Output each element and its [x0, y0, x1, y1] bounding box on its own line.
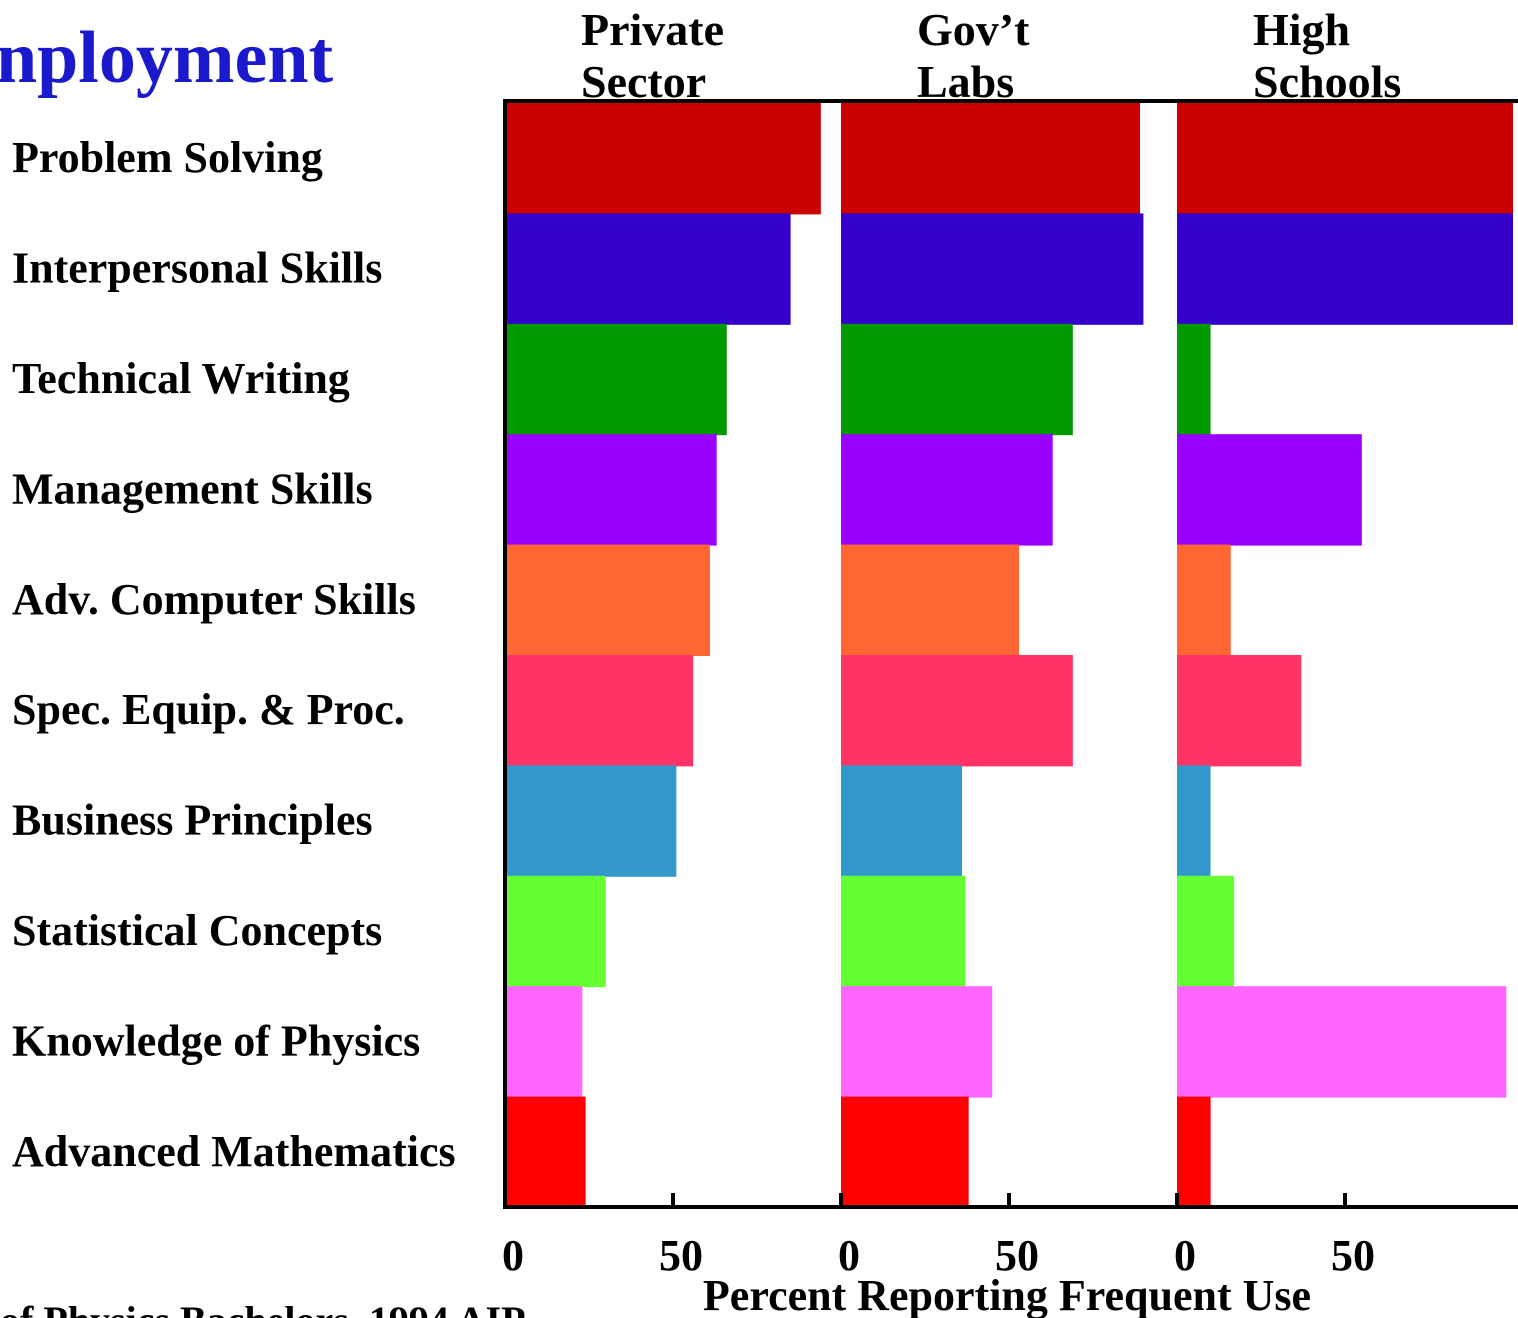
- x-tick-label: 50: [995, 1231, 1039, 1280]
- category-label: Advanced Mathematics: [12, 1127, 456, 1176]
- bar: [841, 213, 1144, 325]
- x-tick-label: 0: [1174, 1231, 1196, 1280]
- plot-frame: [503, 99, 1518, 1209]
- bar: [505, 986, 583, 1098]
- bar: [1177, 1096, 1211, 1208]
- bar: [841, 875, 966, 988]
- bar: [1177, 875, 1235, 988]
- panel-header: Gov’t Labs: [917, 4, 1030, 107]
- category-label: Adv. Computer Skills: [12, 575, 416, 624]
- annotation: of Physics Bachelors, 1994 AIP: [0, 1298, 526, 1318]
- bar: [1177, 655, 1302, 767]
- x-tick-label: 50: [659, 1231, 703, 1280]
- category-label: Business Principles: [12, 796, 373, 845]
- bar: [505, 434, 717, 546]
- bar: [841, 765, 962, 877]
- bar: [505, 103, 821, 215]
- bar: [1177, 103, 1513, 215]
- category-label: Statistical Concepts: [12, 906, 382, 955]
- bar: [1177, 544, 1231, 656]
- panel-header: High Schools: [1253, 4, 1402, 107]
- category-label: Interpersonal Skills: [12, 244, 382, 293]
- chart-title: nployment: [0, 17, 334, 99]
- category-label: Spec. Equip. & Proc.: [12, 685, 405, 734]
- bar: [505, 1096, 586, 1208]
- bar: [841, 103, 1141, 215]
- category-label: Knowledge of Physics: [12, 1016, 420, 1065]
- bar: [1177, 765, 1211, 877]
- bar: [841, 544, 1020, 656]
- bar: [841, 986, 993, 1098]
- bar: [841, 323, 1073, 436]
- category-label: Technical Writing: [12, 354, 350, 403]
- bar: [841, 434, 1053, 546]
- x-axis-label: Percent Reporting Frequent Use: [703, 1271, 1311, 1318]
- bar: [505, 323, 727, 436]
- bar: [505, 875, 606, 988]
- x-tick-label: 50: [1331, 1231, 1375, 1280]
- bar: [505, 655, 694, 767]
- panel-header: Private Sector: [581, 4, 725, 107]
- bar: [1177, 213, 1513, 325]
- bar: [1177, 434, 1362, 546]
- bar: [841, 655, 1073, 767]
- bar: [505, 765, 677, 877]
- bar: [1177, 986, 1507, 1098]
- category-label: Problem Solving: [12, 133, 323, 182]
- x-tick-label: 0: [838, 1231, 860, 1280]
- bar: [505, 213, 791, 325]
- category-label: Management Skills: [12, 464, 373, 513]
- bar: [505, 544, 710, 656]
- x-tick-label: 0: [502, 1231, 524, 1280]
- bar: [841, 1096, 969, 1208]
- bar: [1177, 323, 1211, 436]
